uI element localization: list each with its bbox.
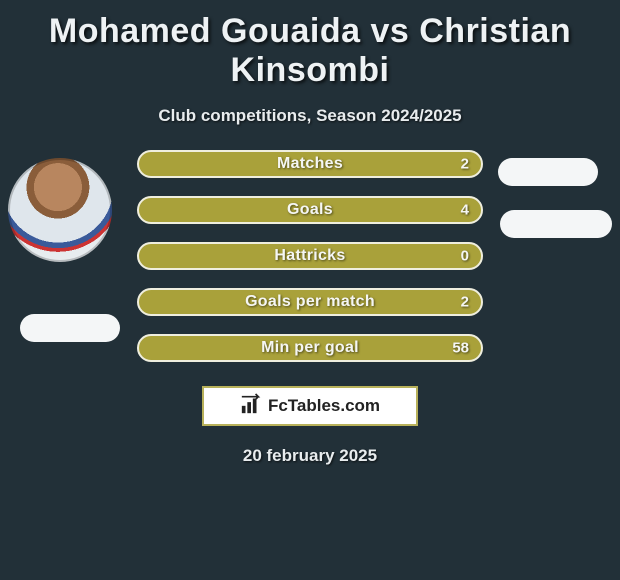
player-right-pill-2 <box>500 210 612 238</box>
stat-bar-matches: Matches 2 <box>137 150 483 178</box>
competition-subtitle: Club competitions, Season 2024/2025 <box>0 106 620 126</box>
player-left-avatar <box>8 158 112 262</box>
comparison-card: Mohamed Gouaida vs Christian Kinsombi Cl… <box>0 0 620 466</box>
stat-bar-hattricks: Hattricks 0 <box>137 242 483 270</box>
stat-label: Min per goal <box>261 339 359 357</box>
player-right-pill-1 <box>498 158 598 186</box>
branding-label: FcTables.com <box>268 396 380 416</box>
snapshot-date: 20 february 2025 <box>10 446 610 466</box>
stat-bar-min-per-goal: Min per goal 58 <box>137 334 483 362</box>
stat-value: 2 <box>461 294 469 311</box>
stat-label: Matches <box>277 155 343 173</box>
stat-bar-goals-per-match: Goals per match 2 <box>137 288 483 316</box>
stat-bars: Matches 2 Goals 4 Hattricks 0 Goals per … <box>137 148 483 362</box>
bar-chart-icon <box>240 393 262 420</box>
branding-badge-wrap: FcTables.com <box>10 386 610 426</box>
stat-value: 0 <box>461 248 469 265</box>
stat-label: Goals per match <box>245 293 375 311</box>
stat-value: 4 <box>461 202 469 219</box>
player-left-name-pill <box>20 314 120 342</box>
stat-label: Hattricks <box>274 247 345 265</box>
stat-value: 2 <box>461 156 469 173</box>
page-title: Mohamed Gouaida vs Christian Kinsombi <box>0 6 620 94</box>
stat-bar-goals: Goals 4 <box>137 196 483 224</box>
stat-value: 58 <box>452 340 469 357</box>
content-area: Matches 2 Goals 4 Hattricks 0 Goals per … <box>0 148 620 466</box>
branding-badge[interactable]: FcTables.com <box>202 386 418 426</box>
stat-label: Goals <box>287 201 333 219</box>
